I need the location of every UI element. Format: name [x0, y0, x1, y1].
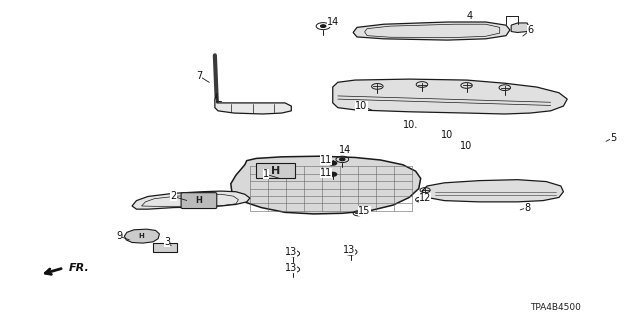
- Bar: [256, 163, 294, 178]
- Polygon shape: [132, 191, 250, 209]
- Text: TPA4B4500: TPA4B4500: [531, 303, 581, 312]
- Polygon shape: [511, 23, 529, 32]
- Polygon shape: [422, 180, 563, 202]
- Circle shape: [348, 251, 353, 253]
- Circle shape: [291, 252, 296, 255]
- Text: 9: 9: [116, 231, 122, 241]
- Text: 10: 10: [355, 101, 367, 111]
- Text: FR.: FR.: [68, 263, 89, 273]
- Circle shape: [321, 25, 326, 28]
- Text: 11: 11: [320, 155, 333, 165]
- Text: 15: 15: [358, 206, 371, 216]
- Text: 10: 10: [442, 130, 454, 140]
- Circle shape: [329, 161, 337, 165]
- Text: 11: 11: [320, 168, 333, 178]
- Text: 13: 13: [342, 245, 355, 255]
- Polygon shape: [231, 156, 420, 214]
- Circle shape: [291, 268, 296, 271]
- Text: H: H: [195, 196, 202, 205]
- Text: 13: 13: [285, 247, 298, 257]
- Bar: [396, 24, 409, 30]
- Polygon shape: [124, 229, 159, 243]
- Polygon shape: [333, 79, 567, 114]
- Bar: [460, 24, 473, 30]
- Polygon shape: [353, 22, 510, 40]
- Text: H: H: [271, 166, 280, 176]
- Text: 1: 1: [263, 169, 269, 179]
- Bar: [153, 243, 177, 252]
- Circle shape: [329, 172, 337, 176]
- Text: 7: 7: [196, 71, 202, 81]
- Text: H: H: [139, 233, 145, 239]
- Text: 8: 8: [524, 203, 530, 212]
- Text: 13: 13: [285, 263, 298, 273]
- Text: 6: 6: [527, 25, 533, 35]
- Circle shape: [340, 158, 345, 161]
- Polygon shape: [215, 93, 291, 114]
- FancyBboxPatch shape: [181, 193, 217, 209]
- Text: 10: 10: [460, 141, 473, 151]
- Text: 14: 14: [339, 146, 351, 156]
- Bar: [428, 24, 441, 30]
- Text: 5: 5: [610, 133, 616, 143]
- Text: 12: 12: [419, 193, 431, 203]
- Text: 10: 10: [403, 120, 415, 130]
- Text: 2: 2: [170, 191, 177, 202]
- Text: 14: 14: [326, 17, 339, 27]
- Text: 3: 3: [164, 237, 170, 247]
- Text: 4: 4: [467, 11, 473, 21]
